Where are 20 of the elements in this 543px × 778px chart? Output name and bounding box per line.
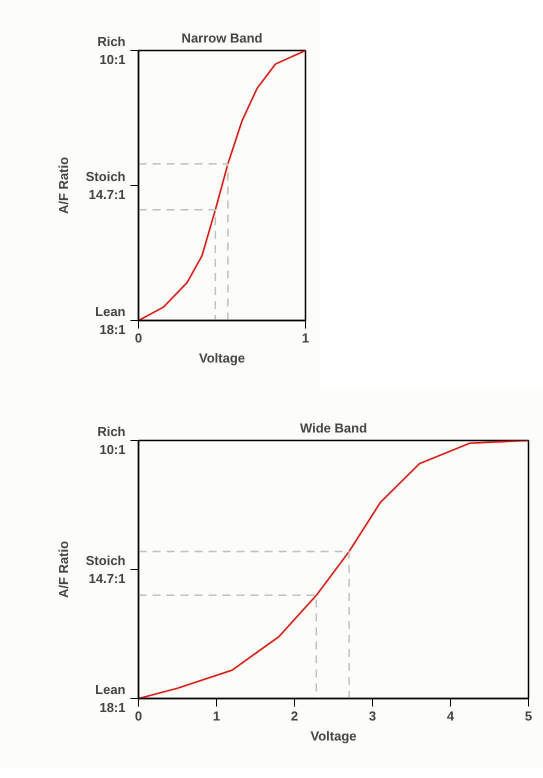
x-tick-label: 3 xyxy=(368,708,376,724)
y-axis-title: A/F Ratio xyxy=(56,156,71,214)
chart-title: Wide Band xyxy=(300,420,368,436)
x-tick-label: 4 xyxy=(446,708,455,724)
text: Stoich 14.7:1 xyxy=(86,553,126,586)
x-tick-label: 5 xyxy=(524,708,532,724)
text: Lean 18:1 xyxy=(95,682,126,715)
x-tick-label: 0 xyxy=(134,330,142,346)
y-axis-title: A/F Ratio xyxy=(56,540,71,598)
text: Lean 18:1 xyxy=(95,304,126,337)
text: Rich 10:1 xyxy=(97,424,126,457)
x-tick-label: 2 xyxy=(290,708,298,724)
chart-title: Narrow Band xyxy=(182,30,263,46)
x-axis-title: Voltage xyxy=(199,350,246,366)
text: Stoich 14.7:1 xyxy=(86,169,126,202)
x-tick-label: 1 xyxy=(302,330,310,346)
text: Rich 10:1 xyxy=(97,34,126,67)
x-tick-label: 0 xyxy=(134,708,142,724)
x-axis-title: Voltage xyxy=(310,728,357,744)
x-tick-label: 1 xyxy=(212,708,220,724)
